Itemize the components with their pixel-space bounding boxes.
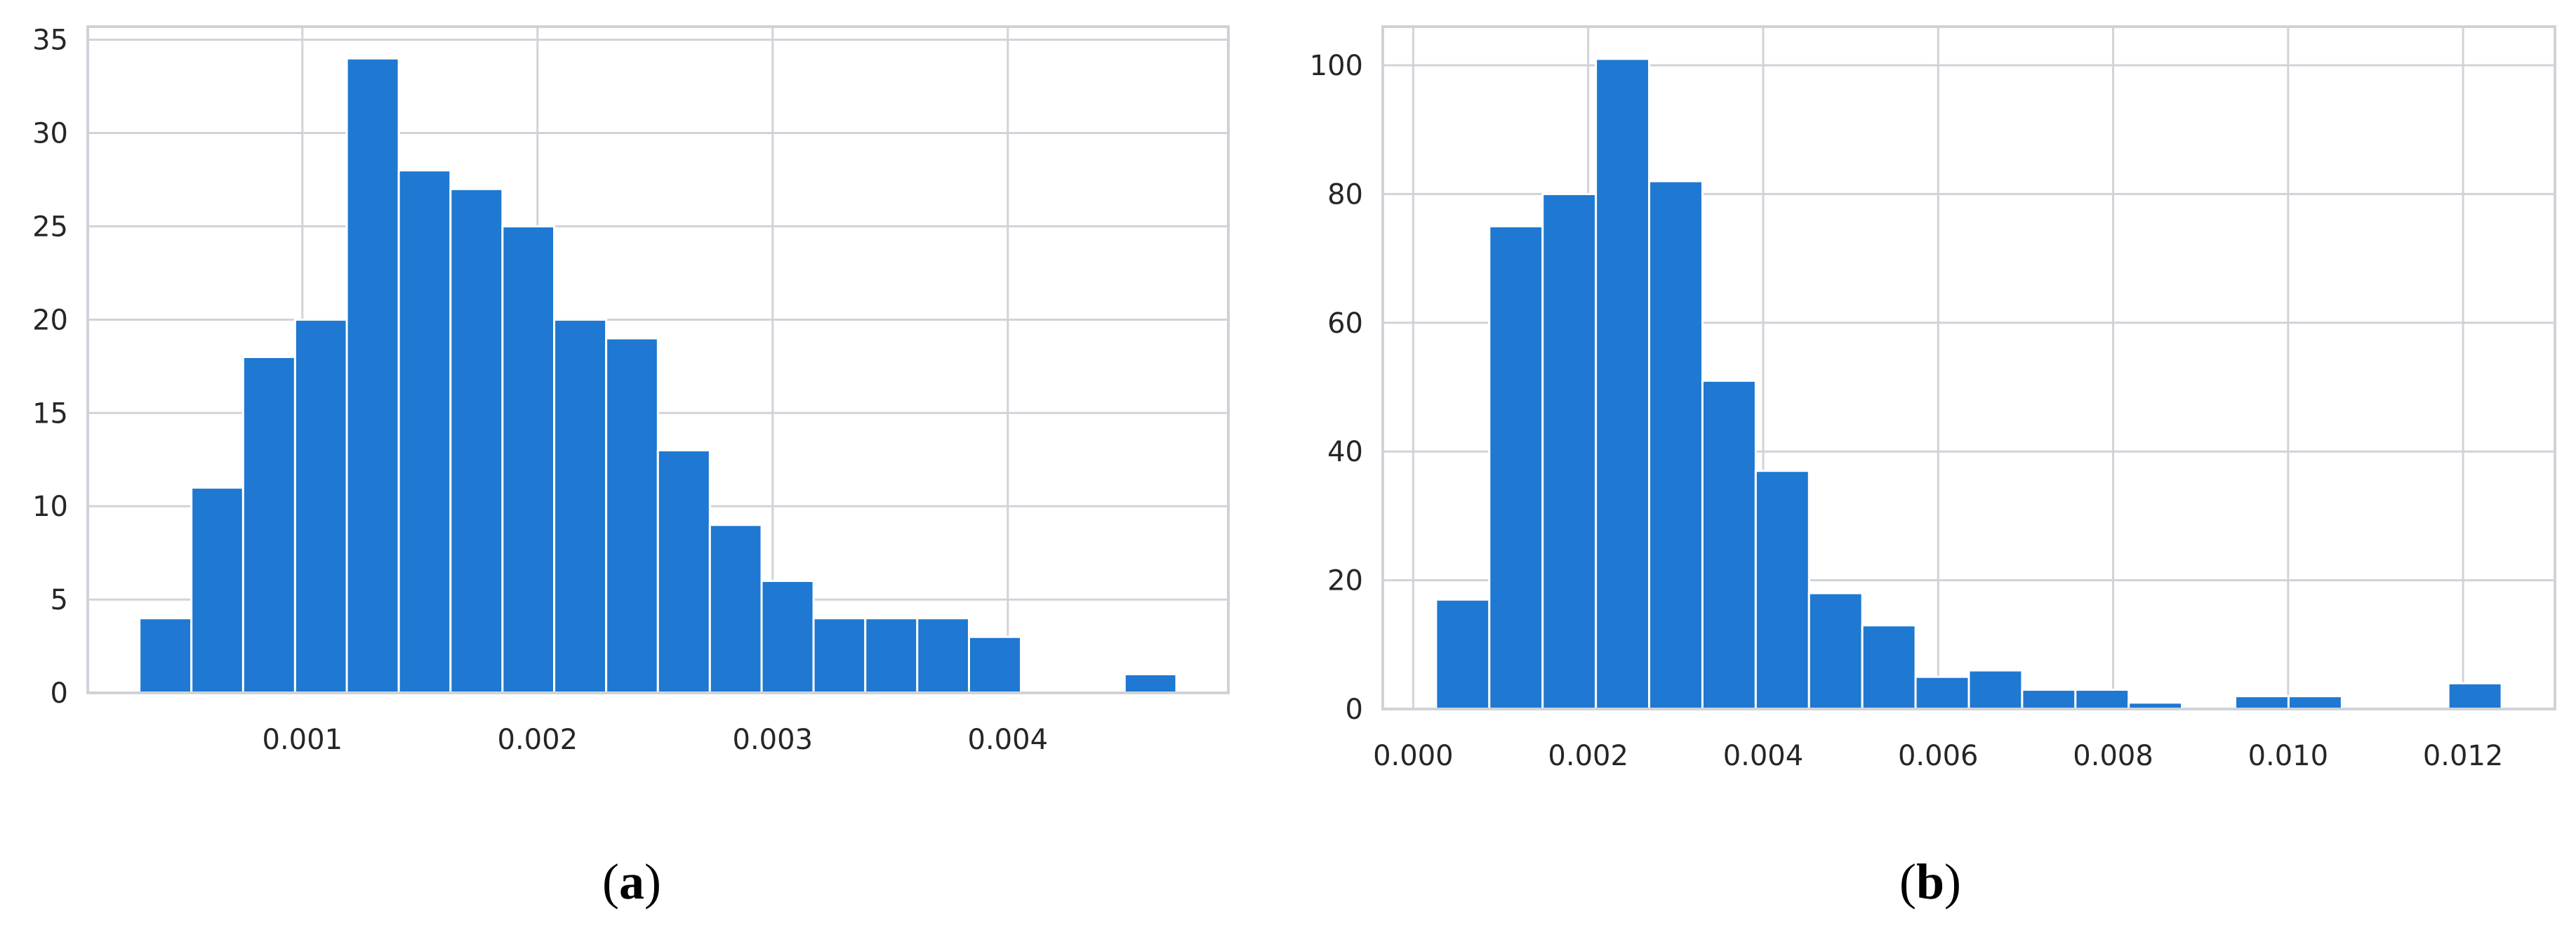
x-tick-label: 0.012 — [2423, 740, 2504, 772]
histogram-panel-b: 0 20 40 60 80 100 0.000 0.002 0.004 0.006 0.008 0.0… — [1310, 25, 2556, 772]
x-tick-label: 0.008 — [2073, 740, 2153, 772]
histogram-bar — [605, 337, 659, 694]
plot-frame — [1381, 25, 2556, 710]
histogram-bar — [241, 356, 296, 694]
histogram-bar — [967, 635, 1023, 694]
histogram-bar — [708, 524, 763, 694]
histogram-bar — [1754, 470, 1810, 710]
y-tick-label: 25 — [32, 211, 68, 243]
y-tick-label: 10 — [32, 491, 68, 523]
panel-caption-a: (a) — [602, 854, 661, 910]
y-tick-label: 20 — [1327, 565, 1363, 597]
histogram-bar — [1914, 675, 1970, 710]
histogram-bar — [138, 617, 193, 694]
x-tick-label: 0.004 — [1723, 740, 1804, 772]
y-tick-label: 15 — [32, 397, 68, 430]
histogram-bar — [553, 318, 608, 694]
histogram-bar — [2074, 688, 2130, 710]
y-tick-label: 0 — [1346, 694, 1363, 726]
histogram-bar — [1861, 624, 1917, 710]
histogram-bar — [1701, 379, 1757, 710]
histogram-bar — [1488, 225, 1544, 710]
histogram-bar — [656, 449, 711, 694]
histogram-bar — [2447, 682, 2503, 710]
histogram-bar — [1435, 598, 1491, 710]
y-tick-label: 0 — [51, 677, 68, 710]
x-tick-label: 0.002 — [498, 724, 578, 756]
y-tick-label: 60 — [1327, 307, 1363, 340]
x-tick-label: 0.001 — [263, 724, 343, 756]
x-tick-label: 0.010 — [2248, 740, 2329, 772]
histogram-bar — [293, 318, 348, 694]
histogram-bar — [1123, 673, 1178, 694]
histogram-bar — [2287, 695, 2343, 710]
y-tick-label: 30 — [32, 118, 68, 150]
histogram-bar — [916, 617, 970, 694]
x-tick-label: 0.000 — [1373, 740, 1454, 772]
y-tick-label: 35 — [32, 25, 68, 57]
histogram-bar — [501, 225, 556, 694]
y-tick-label: 80 — [1327, 178, 1363, 211]
histogram-bar — [2234, 695, 2290, 710]
histogram-bar — [864, 617, 919, 694]
x-tick-label: 0.006 — [1898, 740, 1979, 772]
histogram-panel-a: 0 5 10 15 20 25 30 35 0.001 0.002 0.003 0.004 — [32, 25, 1230, 756]
panel-caption-b: (b) — [1899, 854, 1961, 910]
plot-frame — [86, 25, 1230, 694]
histogram-bar — [1648, 180, 1704, 710]
histogram-bar — [190, 486, 244, 694]
histogram-bar — [345, 57, 400, 694]
histogram-bar — [812, 617, 867, 694]
histogram-bar — [1595, 58, 1651, 710]
histogram-bar — [1541, 192, 1598, 710]
y-tick-label: 20 — [32, 304, 68, 336]
histogram-bar — [760, 580, 815, 694]
histogram-bar — [1807, 592, 1864, 710]
y-tick-label: 5 — [51, 584, 68, 616]
y-tick-label: 100 — [1310, 50, 1363, 82]
x-tick-label: 0.004 — [968, 724, 1049, 756]
histogram-bar — [2021, 688, 2077, 710]
y-tick-label: 40 — [1327, 436, 1363, 468]
histogram-bar — [397, 169, 452, 694]
x-tick-label: 0.003 — [733, 724, 814, 756]
histogram-bar — [1967, 669, 2024, 710]
histogram-bar — [449, 187, 504, 694]
x-tick-label: 0.002 — [1548, 740, 1628, 772]
